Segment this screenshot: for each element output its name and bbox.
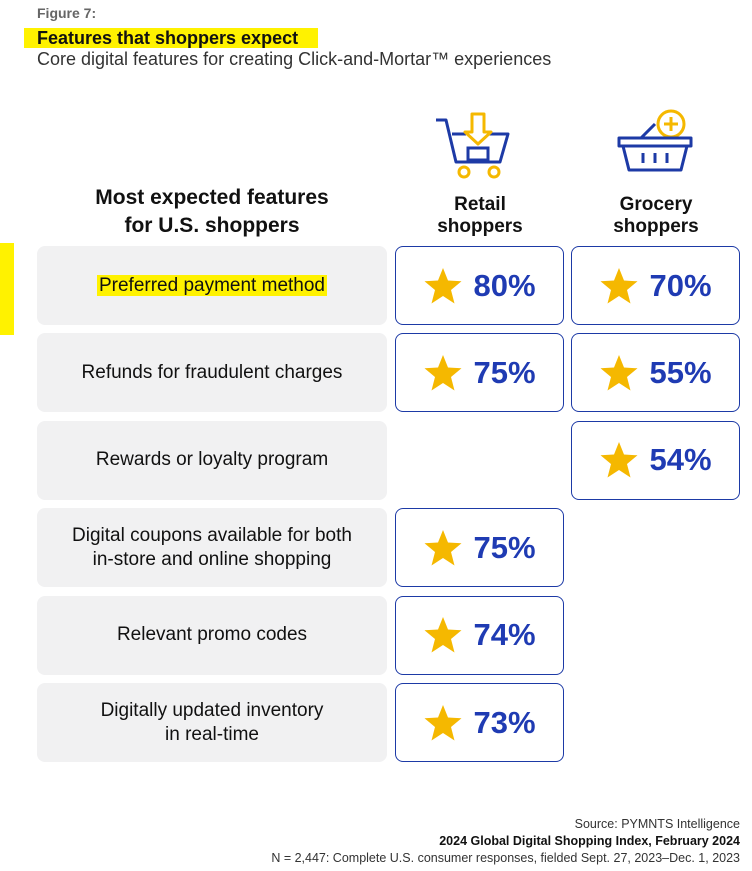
- value-cell: 54%: [571, 420, 740, 500]
- row-header-line: Most expected features: [95, 186, 329, 209]
- source-note: N = 2,447: Complete U.S. consumer respon…: [271, 851, 740, 865]
- column-header-line: shoppers: [613, 216, 699, 237]
- star-icon: [424, 617, 462, 653]
- feature-cell: Digital coupons available for both in-sto…: [37, 508, 387, 588]
- value-cell: 55%: [571, 333, 740, 413]
- star-icon: [424, 354, 462, 391]
- value-cell: 80%: [395, 246, 564, 325]
- feature-cell: Digitally updated inventory in real-time: [37, 683, 387, 762]
- feature-line: Digital coupons available for both: [72, 524, 352, 548]
- feature-text: Relevant promo codes: [116, 624, 308, 646]
- figure-label: Figure 7:: [37, 5, 97, 21]
- feature-line: Digitally updated inventory: [101, 699, 324, 723]
- grocery-icon: [617, 109, 693, 172]
- feature-cell: Refunds for fraudulent charges: [37, 333, 387, 413]
- feature-text: in real-time: [165, 723, 259, 745]
- highlight: [0, 243, 14, 335]
- feature-text: Preferred payment method: [96, 274, 327, 296]
- feature-line: Preferred payment method: [96, 274, 327, 298]
- star-icon: [600, 442, 638, 478]
- feature-cell: Preferred payment method: [37, 246, 387, 325]
- feature-text: Rewards or loyalty program: [95, 449, 329, 471]
- value-cell: 75%: [395, 333, 564, 413]
- title: Features that shoppers expect: [37, 28, 299, 48]
- feature-cell: Rewards or loyalty program: [37, 420, 387, 500]
- feature-cell: Relevant promo codes: [37, 595, 387, 675]
- row-header-line: for U.S. shoppers: [124, 214, 300, 237]
- feature-line: Refunds for fraudulent charges: [82, 361, 343, 385]
- value-cell: 75%: [395, 508, 564, 588]
- subtitle: Core digital features for creating Click…: [37, 49, 552, 69]
- star-icon: [424, 529, 462, 566]
- feature-line: Rewards or loyalty program: [96, 448, 328, 472]
- feature-text: Digital coupons available for both: [72, 524, 352, 546]
- column-header-line: Retail: [454, 194, 506, 215]
- value-cell: 73%: [395, 683, 564, 762]
- retail-icon: [436, 112, 510, 179]
- feature-line: in real-time: [165, 723, 259, 747]
- percent: 54%: [649, 442, 712, 478]
- feature-text: in-store and online shopping: [92, 548, 332, 570]
- row-header: Most expected features for U.S. shoppers: [37, 184, 387, 240]
- column-header: Grocery shoppers: [571, 194, 741, 238]
- percent: 55%: [649, 354, 712, 390]
- source: Source: PYMNTS Intelligence: [574, 817, 740, 831]
- value-cell: 70%: [571, 246, 740, 325]
- column-header-line: Grocery: [619, 194, 693, 215]
- star-icon: [424, 267, 462, 303]
- percent: 75%: [473, 529, 536, 565]
- value-cell: 74%: [395, 595, 564, 675]
- column-header: Retail shoppers: [395, 194, 565, 238]
- percent: 70%: [649, 267, 712, 303]
- feature-line: Relevant promo codes: [117, 623, 307, 647]
- percent: 73%: [473, 704, 536, 740]
- source-report: 2024 Global Digital Shopping Index, Febr…: [439, 834, 740, 848]
- percent: 80%: [473, 267, 536, 303]
- feature-text: Refunds for fraudulent charges: [81, 361, 343, 383]
- star-icon: [600, 354, 638, 391]
- star-icon: [424, 704, 462, 740]
- percent: 75%: [473, 354, 536, 390]
- star-icon: [600, 267, 638, 303]
- highlight: [24, 28, 318, 48]
- column-header-line: shoppers: [437, 216, 523, 237]
- feature-text: Digitally updated inventory: [100, 699, 324, 721]
- percent: 74%: [473, 617, 536, 653]
- feature-line: in-store and online shopping: [93, 548, 332, 572]
